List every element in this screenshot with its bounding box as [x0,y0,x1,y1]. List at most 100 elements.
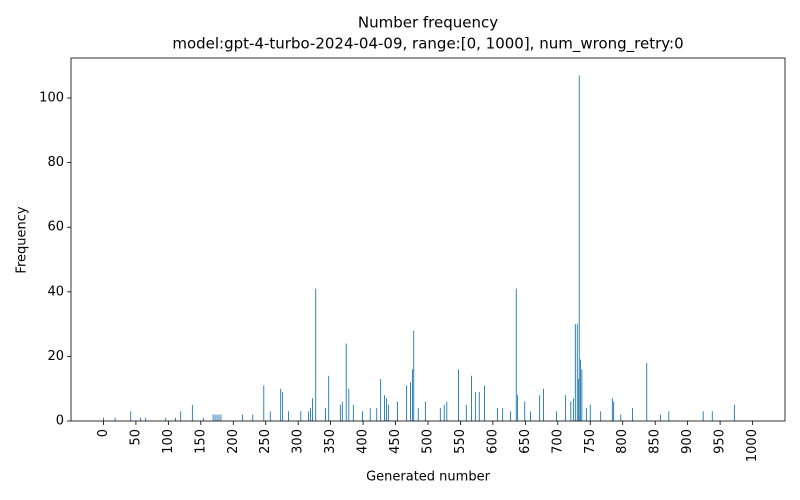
bar [515,288,517,421]
bar [361,411,363,421]
bar [218,414,220,421]
x-tick-label: 450 [388,429,403,454]
bar [324,408,326,421]
bar [574,324,576,421]
x-tick-label: 500 [421,429,436,454]
x-tick-label: 150 [193,429,208,454]
bar [339,404,341,421]
bar [411,369,413,421]
bar [191,404,193,421]
bar [733,404,735,421]
y-tick-label: 20 [47,349,64,364]
bar [556,411,557,421]
bar [458,369,459,421]
x-tick-label: 50 [128,429,143,446]
y-axis-label: Frequency [15,206,30,273]
x-tick-label: 250 [258,429,273,454]
chart-subtitle: model:gpt-4-turbo-2024-04-09, range:[0, … [172,35,683,54]
bar [502,408,504,421]
bar [632,408,633,421]
bar [576,324,578,421]
bar [263,385,265,421]
bar [175,417,176,421]
bar [443,404,445,421]
x-tick-label: 650 [518,429,533,454]
x-tick-label: 750 [583,429,598,454]
bar [471,375,472,421]
bar [348,388,350,421]
bar [581,369,583,421]
bar [220,414,222,421]
x-axis-label: Generated number [366,470,490,485]
plot-frame [70,57,786,422]
bar [310,408,311,421]
x-tick-label: 300 [291,429,306,454]
x-tick-label: 950 [713,429,728,454]
bar [328,375,330,421]
bar [165,417,167,421]
bar [517,395,519,421]
bar [659,414,661,421]
bar [446,401,448,421]
bar [613,401,615,421]
bar [315,288,317,421]
bar [387,404,389,421]
bar [439,408,441,421]
bar [140,417,141,421]
bar [465,404,467,421]
bar [341,401,343,421]
bar [130,411,132,421]
bar [711,411,713,421]
x-tick-label: 600 [485,429,500,454]
bar [386,398,387,421]
bar [646,362,648,421]
bar [241,414,243,421]
bar [424,401,426,421]
bar [410,382,411,421]
x-tick-label: 700 [550,429,565,454]
bar [282,391,284,421]
x-tick-label: 800 [615,429,630,454]
x-tick-label: 900 [680,429,695,454]
y-tick-label: 100 [39,91,64,106]
bar [539,395,541,421]
y-tick-label: 80 [47,155,64,170]
bar [702,411,704,421]
bar [474,391,476,421]
bar [380,379,382,421]
bar [145,417,147,421]
bar [214,414,216,421]
bar [530,411,532,421]
bar [497,408,498,421]
y-tick-label: 60 [47,220,64,235]
bar [103,417,104,421]
x-tick-label: 200 [226,429,241,454]
bar [212,414,214,421]
bar [413,330,415,421]
bar [580,359,581,421]
bar [352,404,354,421]
chart-title: Number frequency [358,14,498,32]
bar [406,385,408,421]
bar [585,408,587,421]
bar [287,411,289,421]
bar [417,408,419,421]
x-tick-label: 400 [356,429,371,454]
y-tick-label: 0 [56,414,64,429]
bar [312,398,313,421]
bar [280,388,282,421]
bar [524,401,526,421]
bar [369,408,371,421]
bar [269,411,271,421]
bar [578,379,580,421]
bar [308,411,310,421]
bar [114,417,116,421]
bar [620,414,622,421]
bar [572,398,574,421]
x-tick-label: 100 [161,429,176,454]
bar [578,75,580,421]
bar [509,411,511,421]
bar [611,398,613,421]
y-tick-label: 40 [47,284,64,299]
